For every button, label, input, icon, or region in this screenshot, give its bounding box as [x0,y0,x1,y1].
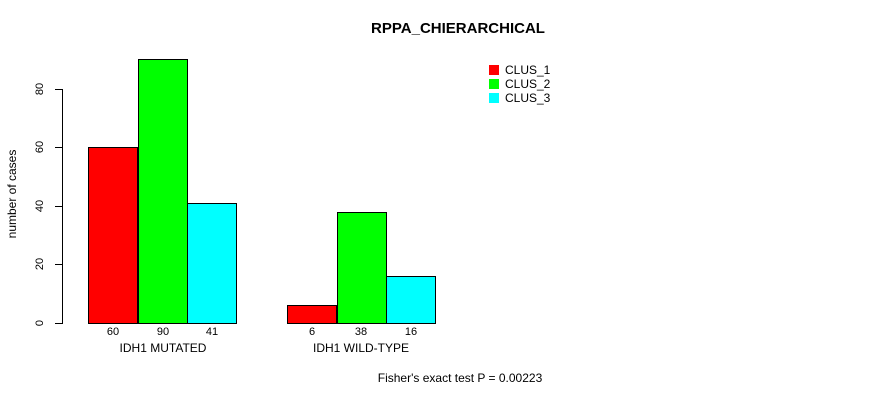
legend-swatch [489,65,499,75]
legend-swatch [489,93,499,103]
legend-label: CLUS_3 [505,91,551,105]
bar [386,276,436,324]
x-category-label: IDH1 MUTATED [119,341,207,355]
y-axis-tick [55,147,62,148]
y-axis-tick [55,206,62,207]
legend-entry: CLUS_2 [489,77,550,91]
y-tick-label: 20 [34,257,46,271]
chart-title: RPPA_CHIERARCHICAL [371,20,545,37]
y-axis-tick [55,323,62,324]
legend-entry: CLUS_1 [489,63,550,77]
y-axis-label: number of cases [5,149,19,239]
annotation-text: Fisher's exact test P = 0.00223 [377,371,543,385]
bar-value-label: 16 [404,326,418,338]
bar [187,203,237,324]
bar-value-label: 38 [354,326,368,338]
bar [287,305,337,324]
legend: CLUS_1 CLUS_2 CLUS_3 [489,63,550,105]
bar-value-label: 90 [156,326,170,338]
bar-value-label: 6 [308,326,316,338]
y-axis-line [62,89,63,324]
legend-swatch [489,79,499,89]
bar [88,147,138,324]
y-tick-label: 40 [34,199,46,213]
y-axis-tick [55,89,62,90]
bar [337,212,387,324]
legend-label: CLUS_2 [505,77,551,91]
y-tick-label: 80 [34,82,46,96]
y-tick-label: 0 [34,319,46,327]
bar-value-label: 60 [106,326,120,338]
y-tick-label: 60 [34,140,46,154]
legend-entry: CLUS_3 [489,91,550,105]
bar [138,59,188,324]
y-axis-tick [55,264,62,265]
bar-value-label: 41 [205,326,219,338]
x-category-label: IDH1 WILD-TYPE [312,341,410,355]
legend-label: CLUS_1 [505,63,551,77]
